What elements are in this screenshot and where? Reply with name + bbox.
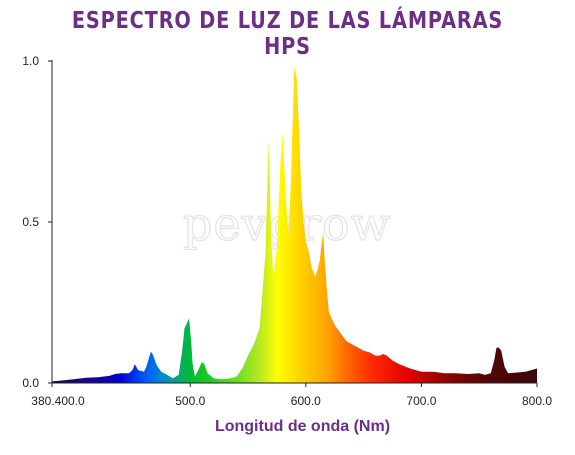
x-tick-label: 380.400.0	[31, 394, 85, 408]
y-tick-label: 1.0	[22, 54, 39, 68]
y-tick-label: 0.5	[22, 215, 39, 229]
x-axis-label: Longitud de onda (Nm)	[214, 418, 391, 435]
y-tick-label: 0.0	[22, 376, 39, 390]
x-tick-label: 500.0	[175, 394, 205, 408]
x-tick-label: 800.0	[522, 394, 552, 408]
chart-title: ESPECTRO DE LUZ DE LAS LÁMPARAS HPS	[71, 8, 504, 60]
x-tick-label: 600.0	[291, 394, 321, 408]
pevgrow-watermark: pevgrow	[183, 197, 391, 251]
ticks: 0.0 0.5 1.0 380.400.0 500.0 600.0 700.0 800.0	[22, 54, 552, 408]
spectrum-area	[52, 67, 537, 384]
x-tick-label: 700.0	[406, 394, 436, 408]
